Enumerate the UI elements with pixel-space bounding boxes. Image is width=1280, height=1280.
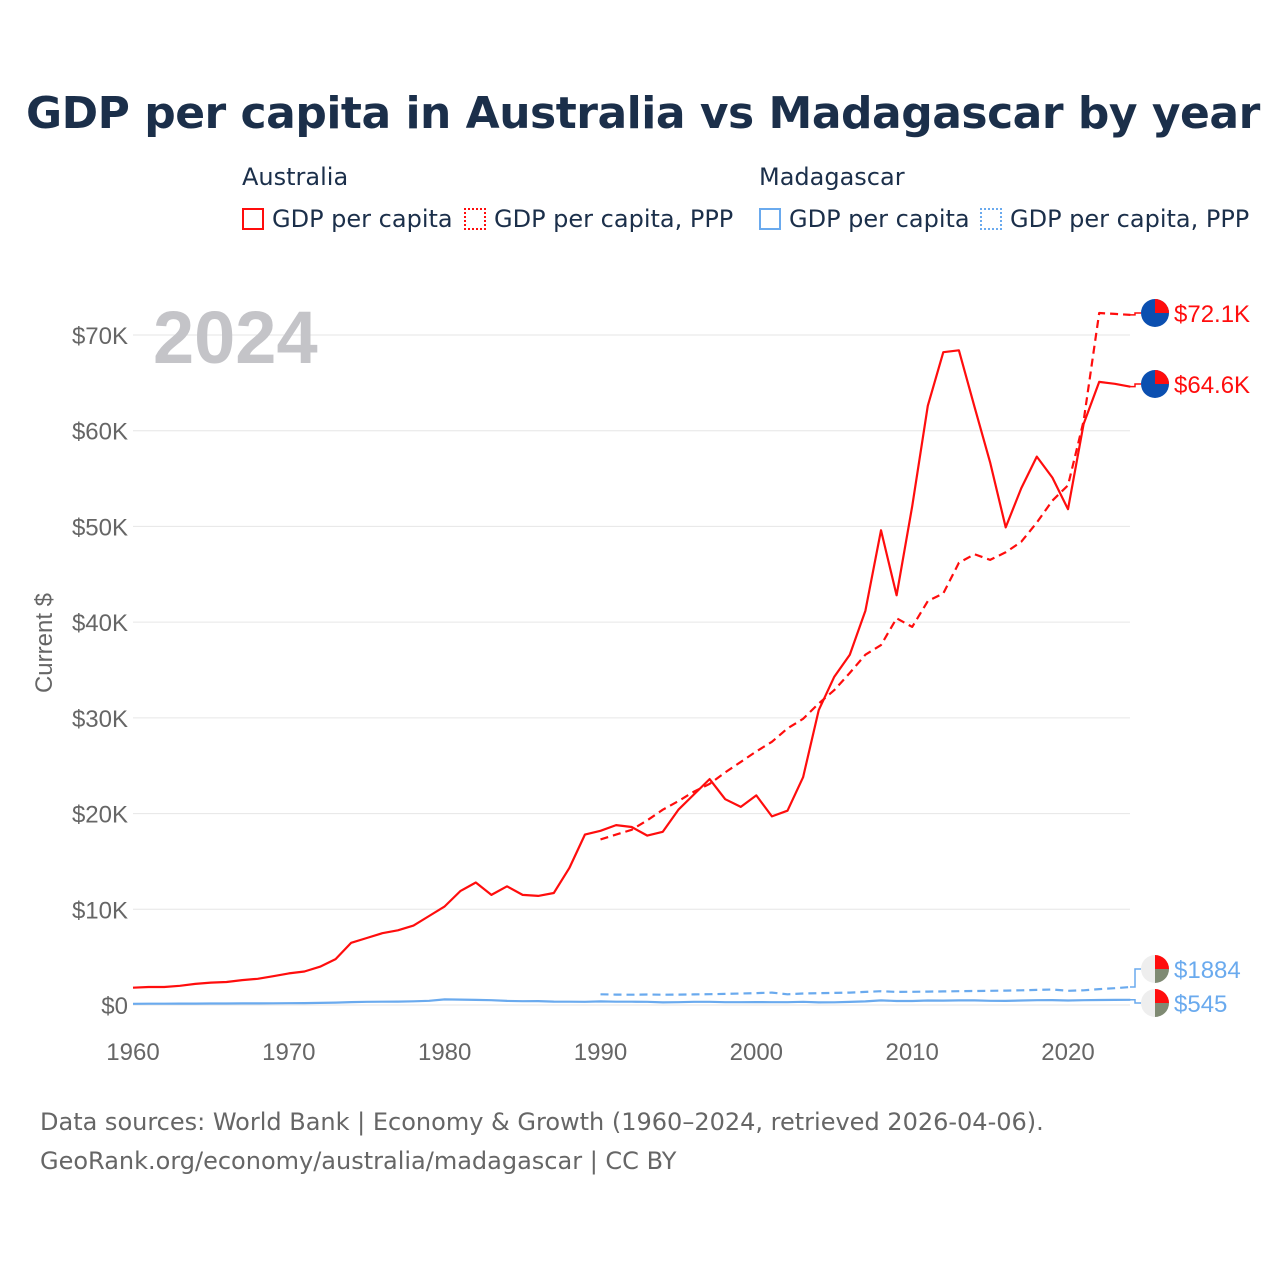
x-tick-label: 1960 — [106, 1039, 159, 1066]
x-tick-label: 1970 — [262, 1039, 315, 1066]
legend-group-australia: Australia — [242, 163, 349, 191]
label-connector — [1130, 999, 1141, 1004]
end-value-label: $1884 — [1174, 957, 1241, 984]
chart-title: GDP per capita in Australia vs Madagasca… — [26, 88, 1260, 139]
series-line — [132, 349, 1131, 989]
flag-icon-part — [1155, 969, 1169, 983]
series-line — [600, 311, 1131, 841]
y-tick-label: $60K — [72, 419, 128, 446]
legend-label: GDP per capita, PPP — [494, 205, 734, 233]
y-tick-label: $70K — [72, 323, 128, 350]
label-connector — [1130, 968, 1141, 988]
legend-swatch-solid — [759, 208, 781, 230]
legend-group-madagascar: Madagascar — [759, 163, 905, 191]
flag-icon-part — [1155, 299, 1169, 313]
year-watermark: 2024 — [153, 296, 318, 379]
flag-icon-part — [1155, 955, 1169, 969]
flag-icon-part — [1155, 370, 1169, 384]
end-value-label: $72.1K — [1174, 301, 1250, 328]
label-connector — [1130, 312, 1141, 316]
y-axis-label: Current $ — [31, 593, 58, 693]
legend-swatch-dotted — [464, 208, 486, 230]
flag-icon-part — [1155, 989, 1169, 1003]
y-tick-label: $10K — [72, 897, 128, 924]
x-tick-label: 2000 — [730, 1039, 783, 1066]
y-tick-label: $0 — [101, 993, 128, 1020]
end-value-label: $545 — [1174, 991, 1227, 1018]
legend-label: GDP per capita — [789, 205, 970, 233]
legend-label: GDP per capita, PPP — [1010, 205, 1250, 233]
y-tick-label: $30K — [72, 706, 128, 733]
footer-credit: GeoRank.org/economy/australia/madagascar… — [40, 1147, 677, 1175]
y-tick-label: $40K — [72, 610, 128, 637]
y-tick-label: $20K — [72, 802, 128, 829]
legend-swatch-dotted — [980, 208, 1002, 230]
series-line — [600, 985, 1131, 996]
legend-swatch-solid — [242, 208, 264, 230]
x-tick-label: 2010 — [885, 1039, 938, 1066]
x-tick-label: 1990 — [574, 1039, 627, 1066]
flag-icon-part — [1155, 1003, 1169, 1017]
y-tick-label: $50K — [72, 514, 128, 541]
legend-label: GDP per capita — [272, 205, 453, 233]
legend-australia-ppp[interactable]: GDP per capita, PPP — [464, 205, 733, 233]
x-tick-label: 1980 — [418, 1039, 471, 1066]
label-connector — [1130, 383, 1141, 388]
end-value-label: $64.6K — [1174, 372, 1250, 399]
series-line — [132, 998, 1131, 1005]
footer-sources: Data sources: World Bank | Economy & Gro… — [40, 1108, 1044, 1136]
legend-madagascar-ppp[interactable]: GDP per capita, PPP — [980, 205, 1249, 233]
legend-madagascar-gdp[interactable]: GDP per capita — [759, 205, 970, 233]
x-tick-label: 2020 — [1041, 1039, 1094, 1066]
legend-australia-gdp[interactable]: GDP per capita — [242, 205, 453, 233]
